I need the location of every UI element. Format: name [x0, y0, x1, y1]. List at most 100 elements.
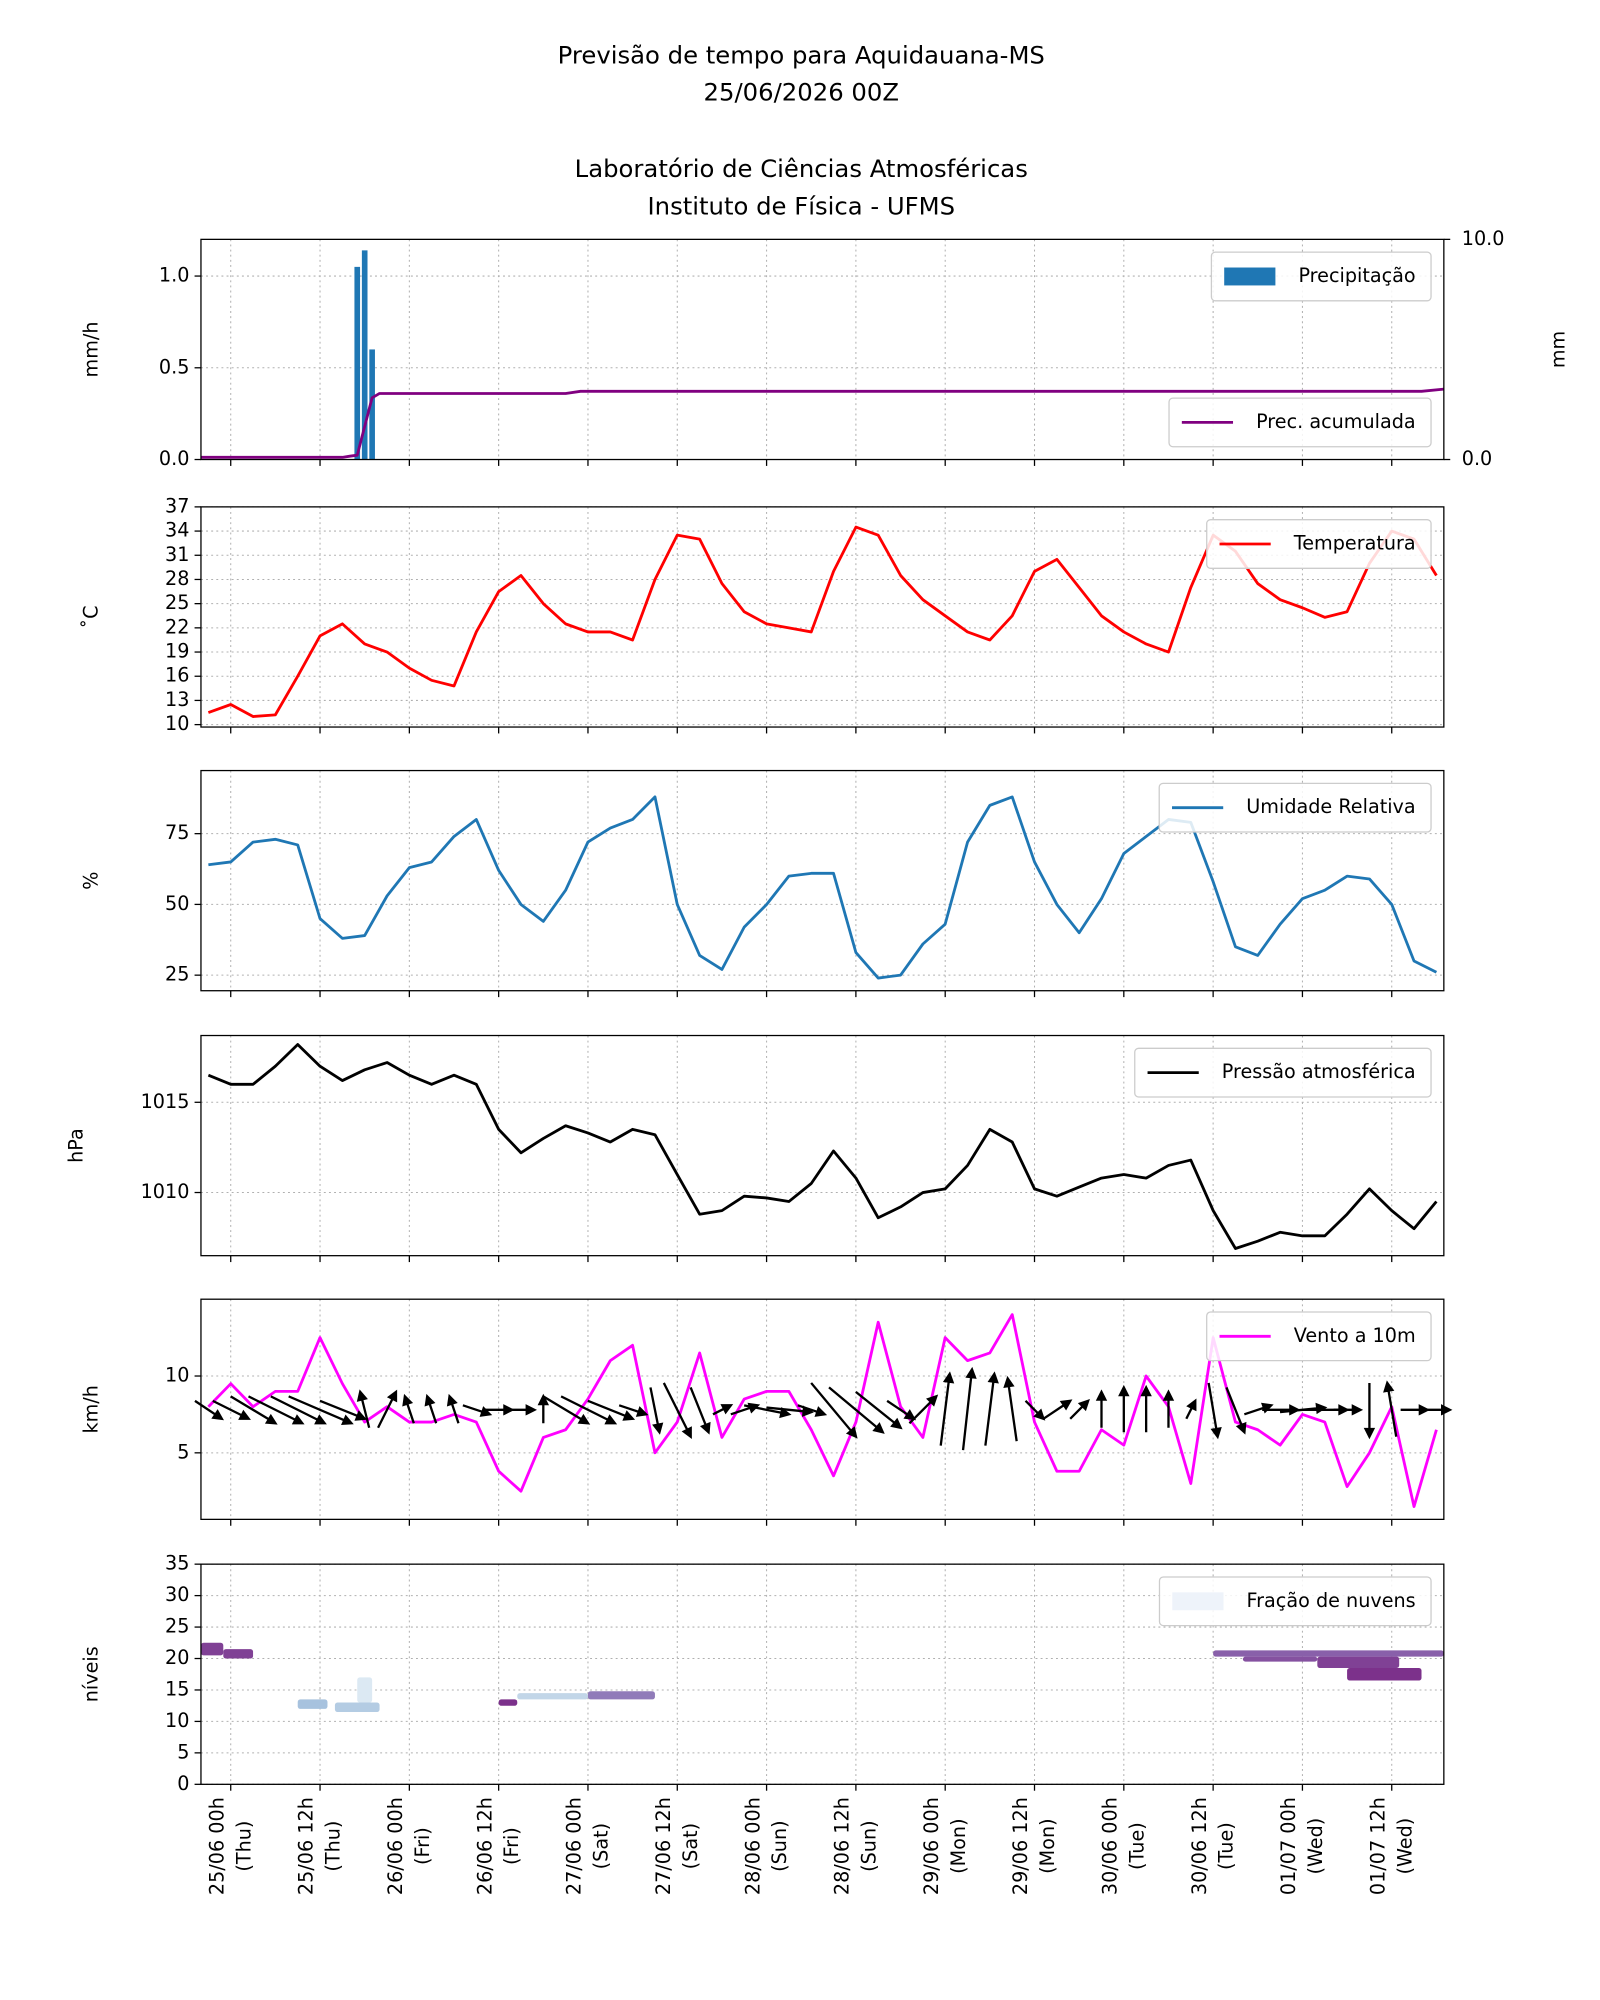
x-tick-label: 01/07 00h — [1277, 1797, 1300, 1895]
wind-arrow — [810, 1382, 858, 1439]
y2-tick-label: 0.0 — [1462, 447, 1493, 470]
wind-arrow — [649, 1387, 664, 1435]
legend-box — [1134, 1047, 1432, 1098]
wind-arrow — [402, 1393, 415, 1424]
cloud-cell — [517, 1693, 588, 1700]
wind-arrow — [446, 1393, 460, 1424]
wind-arrow — [855, 1390, 903, 1430]
legend-swatch — [1224, 267, 1276, 286]
legend-label: Pressão atmosférica — [1222, 1060, 1416, 1083]
y2-tick-label: 10.0 — [1462, 227, 1505, 250]
cloud-cell — [1242, 1656, 1318, 1662]
cloud-cell — [1347, 1667, 1422, 1681]
x-tick-day: (Tue) — [1125, 1822, 1148, 1870]
wind-arrow — [537, 1393, 550, 1424]
cloud-cell — [334, 1702, 380, 1712]
y-tick-label: 15 — [165, 1677, 189, 1700]
wind-arrow — [462, 1404, 493, 1417]
x-tick-day: (Mon) — [947, 1818, 970, 1873]
y-tick-label: 75 — [165, 821, 189, 844]
y-tick-label: 50 — [165, 892, 189, 915]
y-tick-label: 1010 — [141, 1180, 190, 1203]
wind-arrow — [1333, 1404, 1364, 1416]
axes-frame — [200, 506, 1445, 728]
wind-arrow — [194, 1399, 224, 1421]
legend-box — [1158, 782, 1432, 833]
precip-bar — [354, 266, 361, 460]
x-tick-label: 29/06 12h — [1009, 1797, 1032, 1895]
wind-arrow — [212, 1399, 251, 1420]
y-tick-label: 19 — [165, 640, 189, 663]
y-tick-label: 10 — [165, 1364, 189, 1387]
x-tick-label: 25/06 00h — [205, 1797, 228, 1895]
wind-arrow — [618, 1404, 649, 1417]
legend-box — [1158, 1576, 1432, 1627]
legend-box — [1206, 519, 1432, 569]
wind-arrow — [377, 1389, 398, 1429]
precip-bar — [369, 349, 375, 460]
y-tick-label: 1015 — [141, 1090, 190, 1113]
x-tick-day: (Sun) — [768, 1820, 791, 1871]
x-tick-day: (Wed) — [1304, 1818, 1327, 1875]
y-tick-label: 25 — [165, 591, 189, 614]
y-tick-label: 35 — [165, 1552, 189, 1575]
y-axis-label: km/h — [80, 1385, 103, 1433]
wind-arrow — [1095, 1389, 1108, 1428]
y-axis-label: ˚C — [80, 605, 103, 628]
wind-arrow — [1024, 1400, 1046, 1421]
y-tick-label: 30 — [165, 1583, 189, 1606]
wind-arrow — [961, 1366, 977, 1451]
x-tick-label: 30/06 12h — [1188, 1797, 1211, 1895]
wind-arrow — [288, 1395, 354, 1426]
legend-label: Umidade Relativa — [1246, 795, 1415, 818]
legend-box — [1168, 397, 1432, 448]
precip-bar — [361, 250, 368, 460]
wind-arrow — [587, 1399, 636, 1421]
wind-arrow — [542, 1395, 591, 1425]
wind-arrow — [560, 1395, 618, 1425]
wind-arrow — [1422, 1404, 1453, 1416]
x-tick-label: 25/06 12h — [295, 1797, 318, 1895]
institution: Laboratório de Ciências Atmosféricas — [575, 154, 1028, 183]
y-tick-label: 5 — [177, 1740, 189, 1763]
y-axis-label: % — [80, 872, 103, 890]
wind-arrow — [507, 1404, 537, 1416]
axes-frame — [200, 1563, 1445, 1785]
x-tick-label: 28/06 00h — [741, 1797, 764, 1895]
x-tick-label: 27/06 00h — [563, 1797, 586, 1895]
wind-arrow — [1118, 1384, 1130, 1433]
x-tick-day: (Sat) — [590, 1823, 613, 1869]
wind-arrow — [247, 1395, 305, 1425]
x-tick-label: 27/06 12h — [652, 1797, 675, 1895]
wind-arrow — [712, 1404, 734, 1416]
wind-arrow — [1363, 1382, 1376, 1440]
y-tick-label: 25 — [165, 1615, 189, 1638]
cloud-cell — [357, 1677, 373, 1703]
y-tick-label: 0.0 — [159, 447, 190, 470]
series-line — [208, 795, 1438, 980]
legend-label: Vento a 10m — [1294, 1324, 1416, 1347]
axes-frame — [200, 1034, 1445, 1257]
legend-label: Fração de nuvens — [1247, 1589, 1416, 1612]
y-tick-label: 13 — [165, 688, 189, 711]
wind-arrow — [1069, 1399, 1090, 1420]
legend-label: Precipitação — [1298, 264, 1415, 287]
y-tick-label: 10 — [165, 1709, 189, 1732]
x-tick-day: (Fri) — [411, 1827, 434, 1865]
cloud-cell — [223, 1649, 254, 1659]
wind-arrow — [939, 1371, 955, 1446]
x-tick-day: (Sat) — [679, 1823, 702, 1869]
cloud-cell — [1317, 1656, 1400, 1668]
axes-frame — [200, 1298, 1445, 1520]
wind-arrow — [319, 1399, 368, 1421]
y-tick-label: 20 — [165, 1646, 189, 1669]
y-tick-label: 37 — [165, 494, 189, 517]
wind-arrow — [270, 1395, 327, 1425]
y-tick-label: 28 — [165, 567, 189, 590]
wind-arrow — [908, 1394, 939, 1425]
wind-arrow — [1243, 1402, 1274, 1416]
y-tick-label: 34 — [165, 519, 189, 542]
chart-subtitle: 25/06/2026 00Z — [704, 77, 899, 106]
y-axis-label: hPa — [64, 1128, 87, 1163]
